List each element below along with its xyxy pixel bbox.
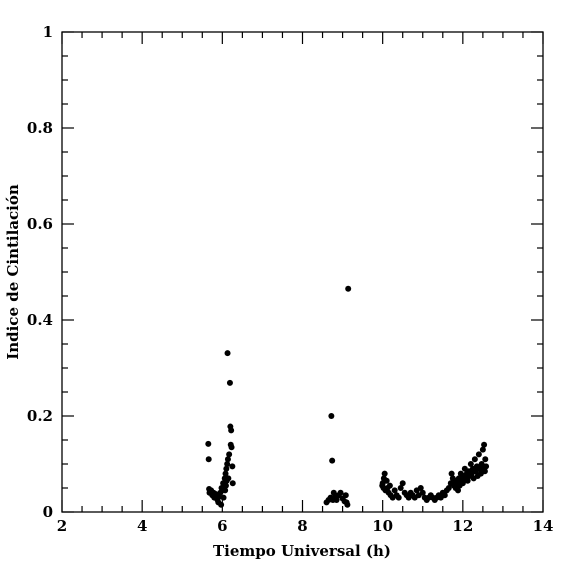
data-point [471, 456, 478, 463]
data-point [229, 480, 236, 487]
data-point [481, 441, 488, 448]
data-point [397, 485, 404, 491]
data-point [205, 440, 212, 447]
y-tick-label: 0.6 [27, 215, 53, 233]
data-point [383, 477, 390, 484]
x-tick-label: 10 [372, 517, 393, 535]
data-point [218, 501, 225, 508]
data-point [479, 446, 486, 453]
y-tick-label: 0 [43, 503, 53, 521]
data-point [222, 470, 229, 477]
data-point [475, 451, 482, 458]
data-point [386, 482, 393, 489]
tick-labels: 2 4 6 8 10 12 14 0 0.2 0.4 0.6 0.8 1 [27, 23, 554, 535]
data-point [333, 497, 340, 503]
data-point [417, 485, 424, 491]
data-point [222, 487, 229, 494]
x-tick-label: 4 [137, 517, 147, 535]
data-point [381, 470, 388, 477]
data-point [330, 489, 337, 496]
x-tick-label: 2 [57, 517, 67, 535]
axis-ticks [61, 31, 544, 513]
data-point [337, 489, 344, 496]
data-point [329, 457, 336, 464]
x-tick-label: 6 [217, 517, 227, 535]
data-point [328, 413, 335, 419]
data-point [445, 485, 452, 491]
y-tick-label: 0.4 [27, 311, 53, 329]
data-point [342, 492, 349, 499]
y-tick-label: 0.2 [27, 407, 53, 425]
data-point [224, 456, 231, 463]
data-point [228, 444, 235, 451]
data-point [441, 492, 448, 499]
data-point [226, 451, 233, 458]
data-point [481, 468, 488, 475]
data-point [391, 487, 398, 494]
data-point [205, 456, 212, 463]
data-point [399, 480, 406, 487]
data-point [482, 456, 489, 463]
data-point [225, 475, 232, 482]
data-point [224, 461, 231, 467]
data-points [205, 285, 490, 508]
y-tick-label: 0.8 [27, 119, 53, 137]
data-point [478, 461, 485, 467]
data-point [459, 480, 466, 487]
y-axis-label: Indice de Cintilación [4, 184, 22, 360]
data-point [229, 463, 236, 470]
data-point [228, 427, 235, 434]
data-point [224, 350, 231, 357]
data-point [220, 494, 227, 501]
data-point [222, 482, 229, 489]
data-point [448, 470, 455, 477]
data-point [226, 379, 233, 386]
y-tick-label: 1 [43, 23, 53, 41]
data-point [223, 465, 230, 472]
data-point [464, 477, 471, 484]
data-point [467, 461, 474, 467]
x-axis-label: Tiempo Universal (h) [213, 542, 391, 560]
x-tick-label: 14 [533, 517, 554, 535]
data-point [344, 501, 351, 508]
data-point [483, 463, 490, 470]
plot-frame [61, 31, 544, 513]
data-point [395, 494, 402, 501]
data-point [345, 285, 352, 292]
x-tick-label: 8 [297, 517, 307, 535]
data-point [455, 487, 462, 494]
x-tick-label: 12 [452, 517, 473, 535]
data-point [419, 489, 426, 496]
